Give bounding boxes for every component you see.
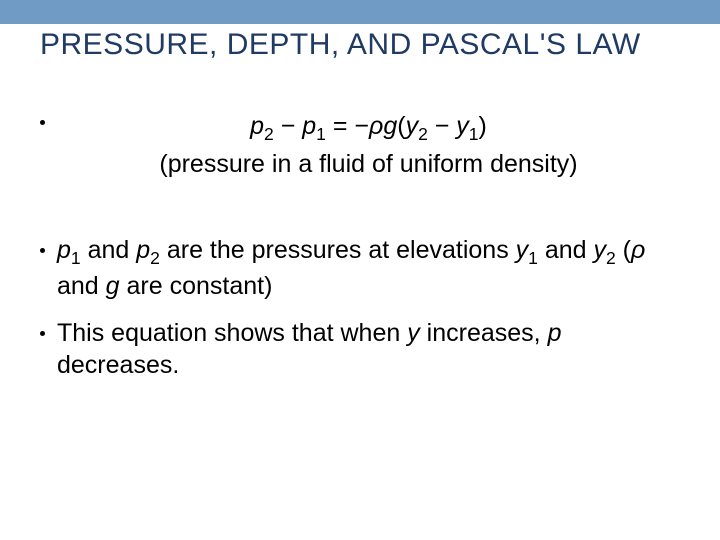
eq-close-paren: )	[479, 112, 487, 140]
b1-y1-sub: 1	[528, 248, 538, 268]
bullet-2: This equation shows that when y increase…	[40, 317, 680, 382]
eq-g: g	[383, 112, 397, 140]
b1-y2-sub: 2	[606, 248, 616, 268]
b1-and3: and	[57, 272, 106, 300]
bullet-icon	[40, 331, 45, 336]
top-accent-bar	[0, 0, 720, 24]
b1-p1-sub: 1	[71, 248, 81, 268]
b1-and2: and	[538, 236, 594, 264]
b1-p2-sub: 2	[150, 248, 160, 268]
eq-p1-sub: 1	[316, 124, 326, 144]
b1-mid: are the pressures at elevations	[160, 236, 516, 264]
equation-caption: (pressure in a fluid of uniform density)	[57, 148, 680, 181]
eq-p2-sub: 2	[264, 124, 274, 144]
equation-block: p2 − p1 = −ρg(y2 − y1) (pressure in a fl…	[40, 110, 680, 180]
eq-p2-var: p	[250, 112, 264, 140]
eq-minus-2: −	[428, 112, 457, 140]
equation-content: p2 − p1 = −ρg(y2 − y1) (pressure in a fl…	[57, 110, 680, 180]
bullet-1: p1 and p2 are the pressures at elevation…	[40, 234, 680, 302]
b2-pre: This equation shows that when	[57, 319, 407, 347]
b1-p2: p	[136, 236, 150, 264]
vertical-gap	[40, 194, 680, 234]
content-area: p2 − p1 = −ρg(y2 − y1) (pressure in a fl…	[40, 110, 680, 396]
eq-minus-1: −	[274, 112, 303, 140]
eq-y1-sub: 1	[469, 124, 479, 144]
eq-y2-var: y	[406, 112, 419, 140]
b2-y: y	[407, 319, 420, 347]
b1-and1: and	[81, 236, 137, 264]
eq-rho: ρ	[369, 112, 383, 140]
eq-p1-var: p	[302, 112, 316, 140]
page-title: PRESSURE, DEPTH, AND PASCAL'S LAW	[40, 28, 641, 62]
b1-tail: are constant)	[120, 272, 273, 300]
bullet-icon	[40, 248, 45, 253]
b2-tail: decreases.	[57, 351, 179, 379]
b1-p1: p	[57, 236, 71, 264]
equation-line: p2 − p1 = −ρg(y2 − y1)	[57, 110, 680, 146]
b1-g: g	[106, 272, 120, 300]
eq-y1-var: y	[456, 112, 469, 140]
eq-equals: = −	[326, 112, 369, 140]
b1-y1: y	[516, 236, 529, 264]
eq-y2-sub: 2	[418, 124, 428, 144]
bullet-2-text: This equation shows that when y increase…	[57, 317, 680, 382]
b1-rho: ρ	[631, 236, 645, 264]
b1-parenopen: (	[616, 236, 631, 264]
eq-open-paren: (	[397, 112, 405, 140]
b1-y2: y	[593, 236, 606, 264]
b2-p: p	[548, 319, 562, 347]
b2-mid: increases,	[420, 319, 548, 347]
bullet-1-text: p1 and p2 are the pressures at elevation…	[57, 234, 680, 302]
bullet-icon	[40, 120, 45, 125]
